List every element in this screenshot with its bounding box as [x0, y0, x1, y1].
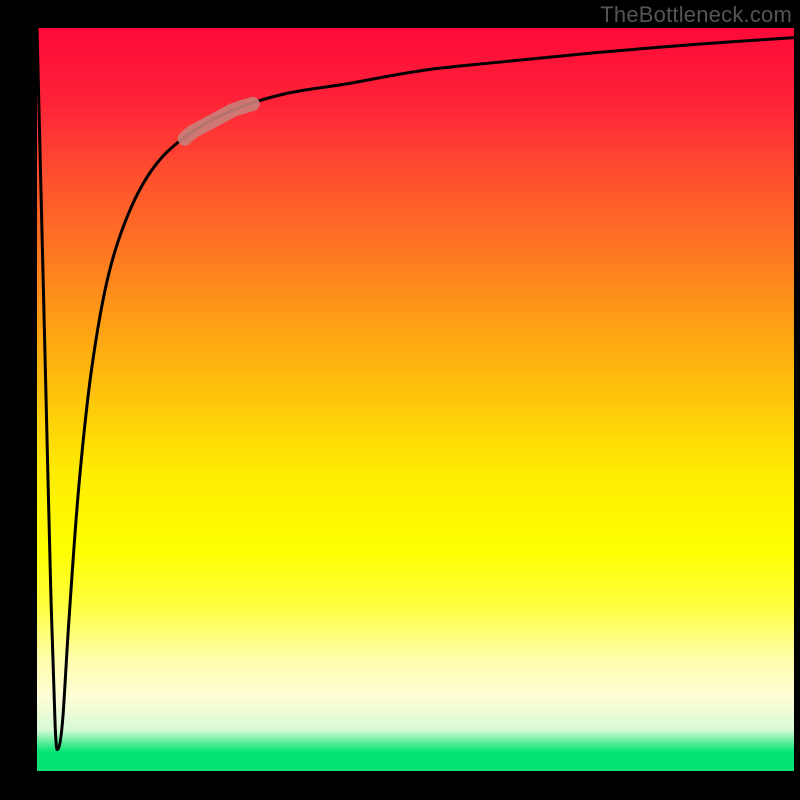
plot-gradient-area: [37, 28, 794, 771]
watermark-text: TheBottleneck.com: [600, 2, 792, 28]
chart-stage: TheBottleneck.com: [0, 0, 800, 800]
